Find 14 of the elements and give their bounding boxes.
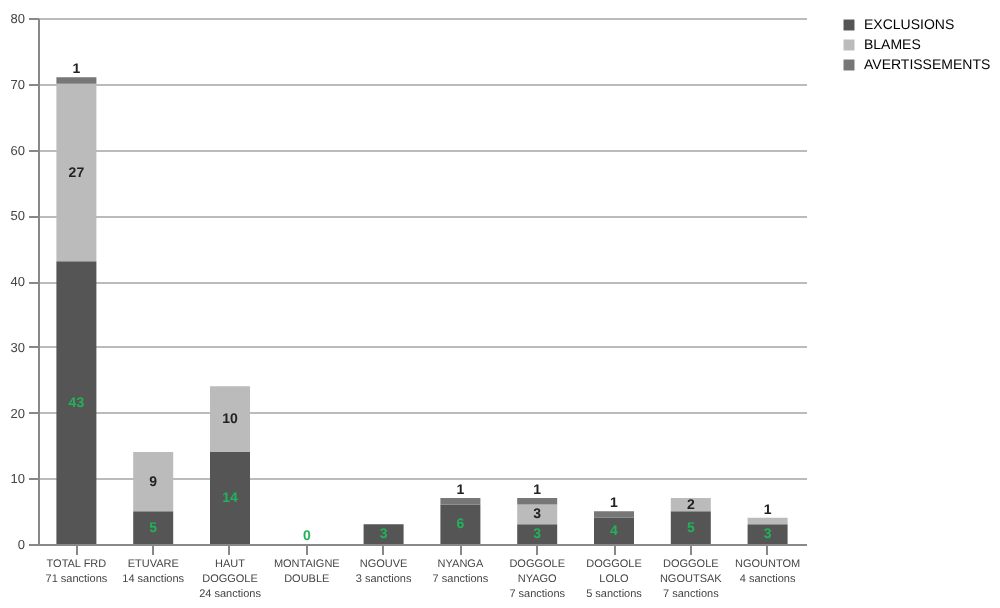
bar (440, 497, 481, 505)
bar (210, 451, 250, 544)
bar (517, 497, 558, 505)
bar (440, 504, 481, 544)
bar (594, 511, 634, 518)
bar (747, 524, 788, 544)
bar (56, 261, 97, 544)
bar (517, 524, 558, 544)
bar (670, 511, 711, 544)
bar (363, 524, 404, 544)
bar (747, 517, 788, 525)
bar (56, 77, 97, 84)
bar (133, 511, 174, 544)
bar (594, 517, 634, 544)
